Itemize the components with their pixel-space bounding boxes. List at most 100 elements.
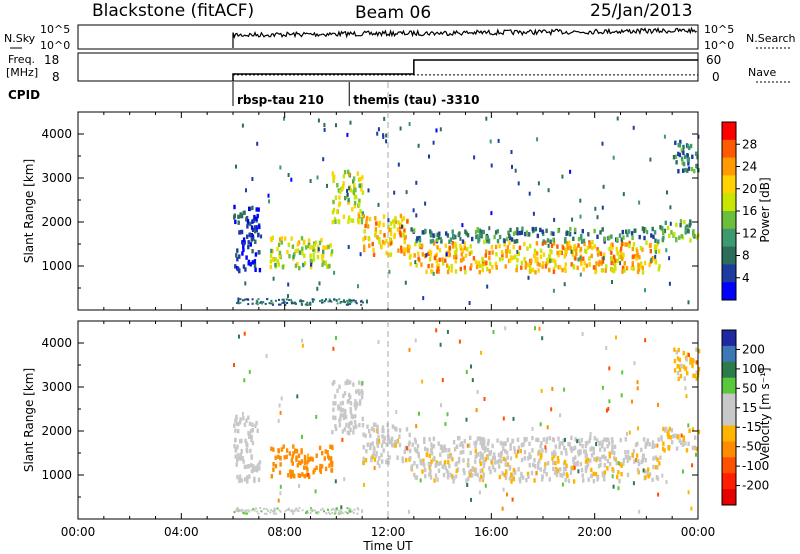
- data-cell: [360, 220, 364, 225]
- data-cell: [429, 470, 432, 476]
- velocity-colorbar-label: Velocity [m s⁻¹]: [758, 367, 772, 460]
- data-cell: [504, 441, 507, 446]
- data-cell: [537, 465, 540, 471]
- data-cell: [439, 460, 442, 466]
- data-cell: [288, 508, 290, 511]
- data-cell: [626, 472, 630, 478]
- data-cell: [684, 441, 687, 446]
- data-cell: [466, 233, 470, 238]
- data-cell: [450, 454, 453, 460]
- data-cell: [475, 264, 479, 270]
- colorbar-swatch: [722, 264, 736, 283]
- data-cell: [285, 454, 288, 459]
- data-cell: [577, 469, 580, 474]
- data-cell: [448, 252, 452, 257]
- data-cell: [584, 449, 588, 455]
- data-cell: [505, 236, 509, 242]
- data-cell: [246, 464, 249, 469]
- data-cell: [250, 237, 253, 242]
- data-cell: [498, 458, 501, 463]
- data-cell: [303, 261, 307, 266]
- data-cell: [381, 428, 384, 434]
- data-cell: [605, 346, 608, 350]
- data-cell: [685, 366, 688, 371]
- data-cell: [437, 235, 441, 240]
- data-cell: [681, 160, 684, 166]
- data-cell: [242, 264, 246, 269]
- data-cell: [349, 409, 353, 415]
- data-cell: [605, 264, 608, 269]
- data-cell: [474, 471, 477, 476]
- data-cell: [625, 229, 628, 234]
- data-cell: [382, 448, 385, 453]
- data-cell: [497, 138, 500, 143]
- data-cell: [429, 448, 433, 453]
- data-cell: [253, 476, 256, 481]
- data-cell: [501, 252, 504, 257]
- data-cell: [403, 251, 406, 257]
- data-cell: [683, 376, 686, 381]
- data-cell: [246, 224, 249, 229]
- data-cell: [538, 449, 541, 455]
- data-cell: [372, 422, 376, 427]
- data-cell: [238, 334, 240, 339]
- data-cell: [367, 224, 370, 229]
- data-cell: [331, 171, 334, 176]
- data-cell: [552, 453, 556, 458]
- data-cell: [490, 211, 493, 216]
- data-cell: [251, 302, 254, 305]
- data-cell: [441, 378, 444, 383]
- data-cell: [534, 463, 537, 469]
- data-cell: [599, 251, 603, 256]
- data-cell: [295, 302, 297, 305]
- data-cell: [544, 264, 548, 269]
- data-cell: [677, 169, 680, 174]
- data-cell: [453, 447, 457, 452]
- data-cell: [550, 243, 554, 248]
- data-cell: [272, 512, 275, 515]
- data-cell: [440, 239, 443, 244]
- data-cell: [549, 239, 552, 244]
- data-cell: [594, 206, 597, 211]
- data-cell: [616, 116, 619, 121]
- data-cell: [640, 261, 643, 266]
- data-cell: [392, 443, 395, 448]
- data-cell: [603, 437, 606, 442]
- data-cell: [349, 303, 352, 305]
- data-cell: [510, 456, 513, 461]
- data-cell: [347, 424, 351, 429]
- data-cell: [269, 236, 273, 242]
- data-cell: [644, 288, 646, 293]
- data-cell: [363, 229, 366, 234]
- data-cell: [602, 184, 605, 189]
- data-cell: [573, 465, 576, 470]
- data-cell: [281, 302, 284, 304]
- data-cell: [557, 436, 560, 441]
- data-cell: [657, 239, 660, 244]
- data-cell: [323, 127, 326, 132]
- data-cell: [337, 406, 340, 411]
- data-cell: [436, 237, 439, 243]
- data-cell: [608, 366, 611, 371]
- data-cell: [606, 408, 608, 413]
- data-cell: [388, 242, 391, 247]
- data-cell: [659, 225, 662, 230]
- colorbar-tick-label: -200: [742, 479, 769, 493]
- data-cell: [526, 471, 530, 477]
- data-cell: [290, 458, 293, 463]
- data-cell: [476, 436, 480, 441]
- data-cell: [260, 510, 263, 513]
- data-cell: [343, 391, 347, 396]
- velocity-ylabel: Slant Range [km]: [22, 368, 36, 472]
- data-cell: [661, 237, 664, 242]
- data-cell: [382, 135, 385, 139]
- data-cell: [385, 238, 388, 244]
- data-cell: [272, 467, 275, 472]
- data-cell: [602, 256, 605, 261]
- data-cell: [596, 247, 599, 252]
- data-cell: [581, 473, 584, 478]
- data-cell: [525, 477, 528, 483]
- data-cell: [451, 241, 454, 246]
- data-cell: [498, 257, 502, 262]
- data-cell: [679, 223, 682, 228]
